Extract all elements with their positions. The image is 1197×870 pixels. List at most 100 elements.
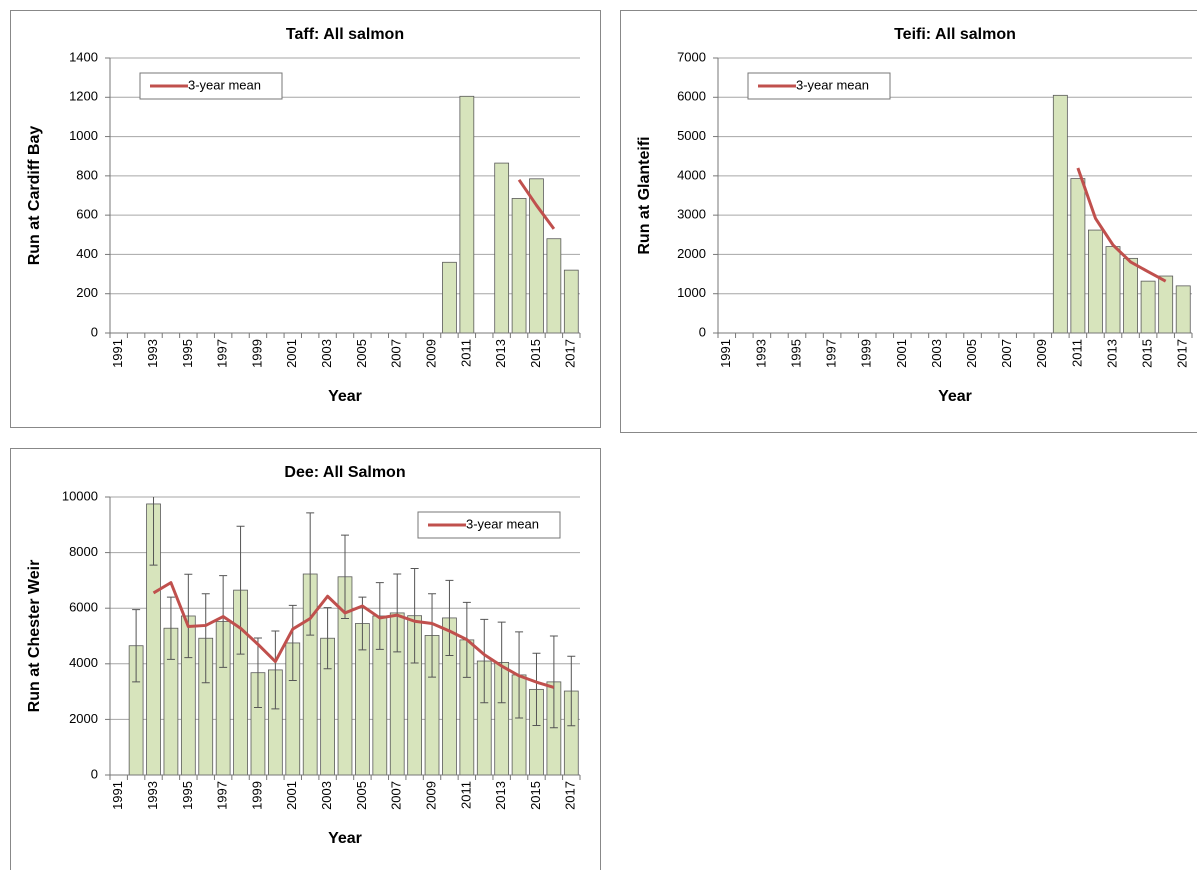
bar (1123, 257, 1138, 333)
x-tick-label: 1997 (824, 339, 839, 368)
chart-frame (620, 10, 1197, 433)
error-bar (132, 609, 141, 683)
legend-label: 3-year mean (188, 77, 261, 92)
error-bar (271, 630, 280, 710)
mean-line (1076, 167, 1167, 283)
bar (546, 238, 562, 333)
chart-panel: Teifi: All salmon 0 1000 2000 3000 4000 5000 60… (620, 10, 1197, 433)
x-tick-label: 1991 (110, 339, 125, 368)
x-tick-label: 1997 (215, 339, 230, 368)
x-tick-label: 2003 (929, 339, 944, 368)
x-tick-label: 1993 (145, 781, 160, 810)
x-axis-title: Year (328, 830, 362, 847)
error-bar (393, 573, 402, 653)
chart-frame (10, 448, 601, 870)
y-tick-label: 1000 (69, 128, 98, 143)
x-tick-label: 2017 (1175, 339, 1190, 368)
x-tick-label: 2003 (319, 339, 334, 368)
error-bar (549, 635, 558, 729)
y-tick-label: 1000 (677, 285, 706, 300)
y-tick-label: 5000 (677, 128, 706, 143)
bar (1140, 280, 1156, 333)
error-bar (288, 604, 297, 681)
bar (1052, 94, 1068, 333)
y-tick-label: 400 (76, 246, 98, 261)
y-tick-label: 0 (91, 766, 98, 781)
x-tick-label: 1995 (788, 339, 803, 368)
error-bar (497, 621, 506, 704)
error-bar (323, 607, 332, 670)
x-tick-label: 2009 (423, 339, 438, 368)
y-tick-label: 0 (699, 324, 706, 339)
x-tick-label: 1999 (859, 339, 874, 368)
bar (529, 178, 544, 333)
bar (1088, 229, 1103, 333)
error-bar (480, 618, 489, 704)
y-axis-title: Run at Cardiff Bay (26, 126, 43, 266)
error-bar (445, 579, 454, 656)
error-bar (567, 655, 576, 727)
error-bar (410, 567, 419, 664)
y-tick-label: 7000 (677, 49, 706, 64)
chart-title: Dee: All Salmon (284, 464, 405, 481)
y-tick-label: 3000 (677, 207, 706, 222)
y-tick-label: 8000 (69, 544, 98, 559)
y-tick-label: 200 (76, 285, 98, 300)
y-tick-label: 2000 (69, 711, 98, 726)
y-tick-label: 4000 (677, 167, 706, 182)
x-axis-title: Year (938, 388, 972, 405)
error-bar (375, 582, 384, 650)
y-tick-label: 6000 (677, 89, 706, 104)
x-tick-label: 1995 (180, 339, 195, 368)
chart-panel: Taff: All salmon 0 200 400 600 800 1000 1200 140… (10, 10, 601, 428)
bar (1105, 246, 1121, 333)
y-axis-title: Run at Glanteifi (636, 136, 653, 254)
bar (494, 162, 510, 333)
error-bar (184, 573, 193, 659)
error-bar (149, 497, 158, 566)
error-bar (201, 593, 210, 684)
x-tick-label: 2015 (528, 781, 543, 810)
x-tick-label: 2007 (389, 339, 404, 368)
x-tick-label: 2011 (1069, 339, 1084, 367)
mean-line (517, 178, 556, 230)
error-bar (219, 575, 228, 668)
y-axis-title: Run at Chester Weir (26, 560, 43, 713)
x-tick-label: 2001 (894, 339, 909, 368)
mean-line (152, 581, 555, 689)
error-bar (341, 534, 349, 619)
x-tick-label: 2015 (528, 339, 543, 368)
x-tick-label: 2017 (563, 781, 578, 810)
y-tick-label: 6000 (69, 600, 98, 615)
x-tick-label: 1995 (180, 781, 195, 810)
x-tick-label: 2001 (284, 781, 299, 810)
y-tick-label: 1400 (69, 49, 98, 64)
chart-frame (10, 10, 601, 428)
bar (511, 198, 527, 333)
error-bar (253, 637, 262, 708)
x-tick-label: 2011 (458, 781, 473, 809)
y-tick-label: 800 (76, 167, 98, 182)
y-tick-label: 600 (76, 207, 98, 222)
bars (442, 95, 579, 333)
y-tick-label: 0 (91, 324, 98, 339)
x-tick-label: 2013 (493, 781, 508, 810)
x-tick-label: 2011 (458, 339, 473, 367)
x-tick-label: 1993 (145, 339, 160, 368)
bar (1158, 275, 1174, 333)
x-axis-title: Year (328, 388, 362, 405)
bar (1070, 178, 1086, 333)
error-bar (532, 652, 541, 727)
x-tick-label: 2015 (1140, 339, 1155, 368)
x-tick-label: 2005 (354, 339, 369, 368)
error-bar (428, 593, 437, 678)
error-bar (306, 512, 315, 636)
y-tick-label: 4000 (69, 655, 98, 670)
chart-title: Taff: All salmon (286, 26, 404, 43)
bar (563, 269, 579, 333)
chart-title: Teifi: All salmon (894, 26, 1016, 43)
x-tick-label: 1991 (718, 339, 733, 368)
x-tick-label: 1999 (249, 781, 264, 810)
